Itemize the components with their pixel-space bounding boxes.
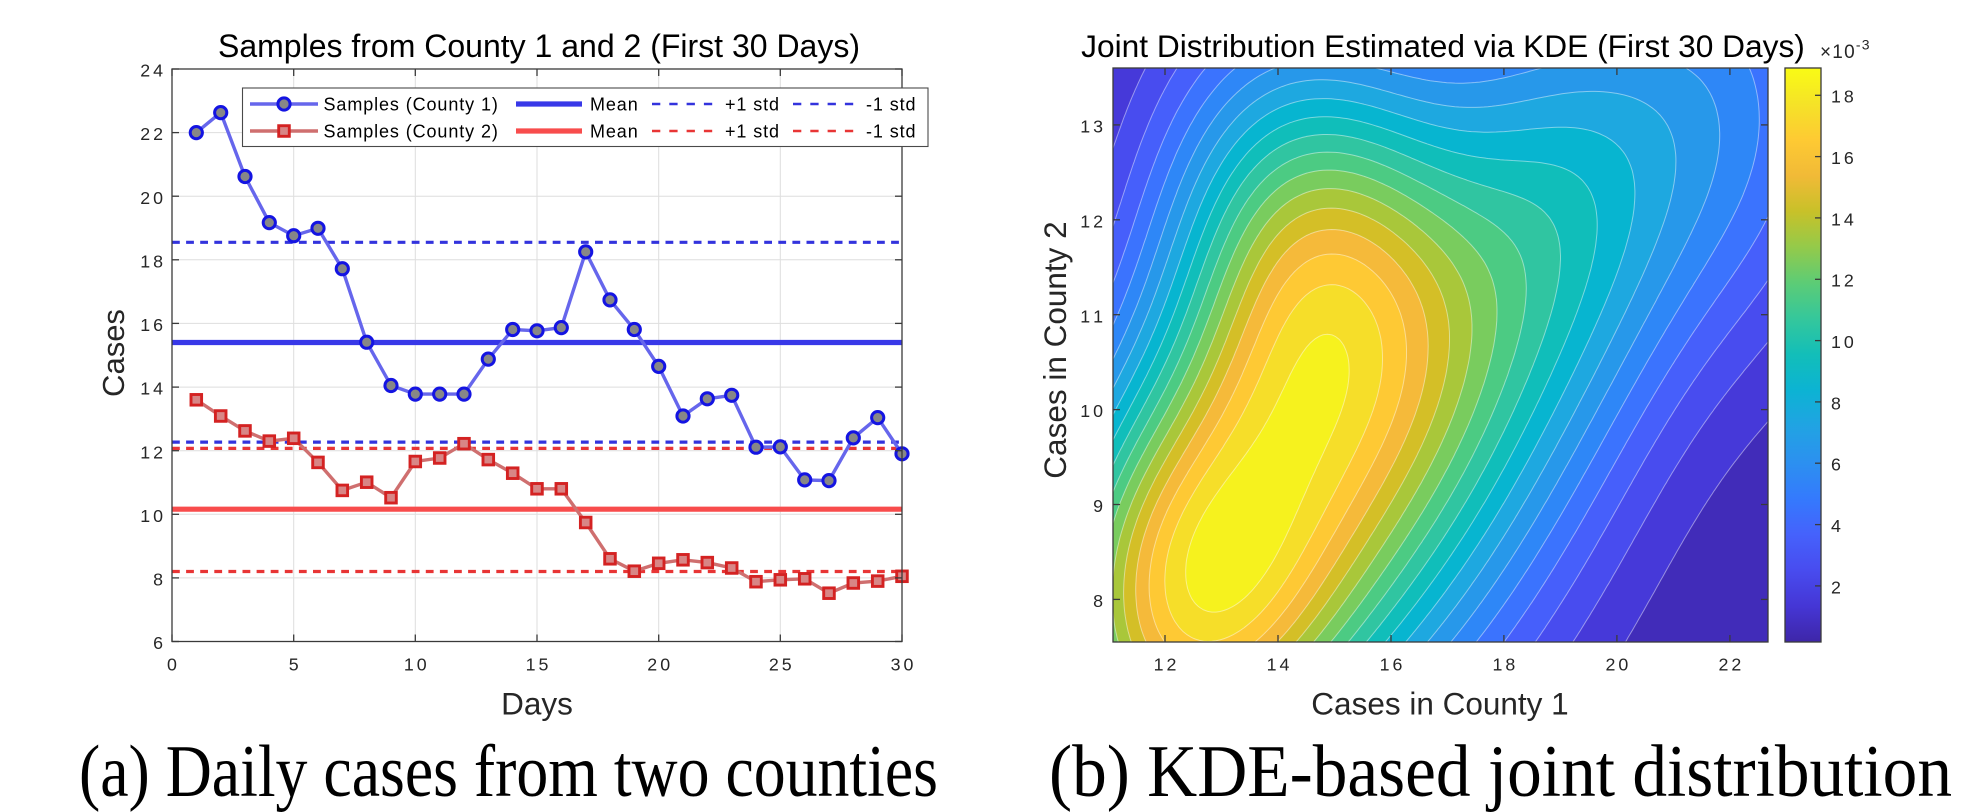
svg-text:8: 8 [153,570,163,590]
svg-text:Samples (County 1): Samples (County 1) [324,95,499,115]
svg-text:Cases in County 1: Cases in County 1 [1311,686,1568,722]
svg-text:(b) KDE-based joint distributi: (b) KDE-based joint distribution [1049,731,1952,812]
svg-text:Mean: Mean [590,122,639,142]
svg-text:Joint Distribution Estimated v: Joint Distribution Estimated via KDE (Fi… [1081,28,1805,64]
svg-text:2: 2 [1831,577,1841,597]
svg-text:9: 9 [1093,496,1103,516]
svg-text:(a) Daily cases from two count: (a) Daily cases from two counties [79,731,938,812]
svg-text:Mean: Mean [590,95,639,115]
svg-text:Days: Days [501,686,573,722]
svg-text:-1 std: -1 std [866,95,916,115]
svg-text:4: 4 [1831,516,1841,536]
svg-text:Samples from County 1 and 2 (F: Samples from County 1 and 2 (First 30 Da… [218,28,860,64]
svg-text:Samples (County 2): Samples (County 2) [324,122,499,142]
svg-text:Cases: Cases [96,309,131,397]
svg-text:6: 6 [153,633,163,653]
svg-text:5: 5 [289,655,299,675]
svg-text:8: 8 [1093,591,1103,611]
svg-text:6: 6 [1831,455,1841,475]
svg-text:Cases in County 2: Cases in County 2 [1037,221,1073,478]
svg-text:+1 std: +1 std [725,95,780,115]
svg-text:+1 std: +1 std [725,122,780,142]
svg-text:8: 8 [1831,393,1841,413]
svg-text:0: 0 [167,655,177,675]
svg-text:-1 std: -1 std [866,122,916,142]
